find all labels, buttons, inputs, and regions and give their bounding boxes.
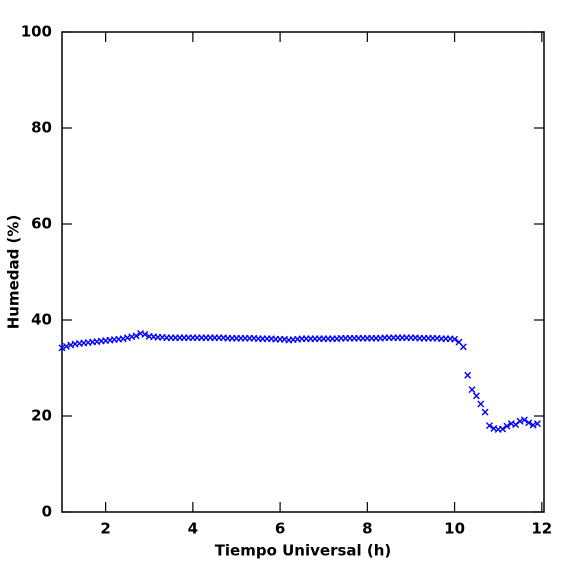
plot-frame — [61, 31, 545, 513]
data-point — [485, 422, 493, 430]
data-point — [132, 332, 140, 340]
x-tick-label: 4 — [188, 520, 198, 538]
y-tick-label: 100 — [21, 23, 52, 41]
y-tick-label: 80 — [31, 119, 52, 137]
x-tick-label: 8 — [362, 520, 372, 538]
data-point — [529, 421, 537, 429]
data-point — [481, 408, 489, 416]
data-point — [516, 417, 524, 425]
data-point — [525, 419, 533, 427]
data-point — [62, 342, 70, 350]
y-tick-label: 20 — [31, 407, 52, 425]
data-point — [468, 386, 476, 394]
x-tick-label: 6 — [275, 520, 285, 538]
data-point — [533, 420, 541, 428]
data-point — [503, 422, 511, 430]
x-tick-label: 2 — [100, 520, 110, 538]
data-point — [464, 371, 472, 379]
data-point — [520, 416, 528, 424]
y-tick-label: 60 — [31, 215, 52, 233]
data-point — [499, 425, 507, 433]
data-point — [472, 392, 480, 400]
data-point — [58, 344, 66, 352]
data-point — [141, 330, 149, 338]
data-point — [512, 421, 520, 429]
y-axis-label: Humedad (%) — [5, 215, 23, 330]
x-axis-label: Tiempo Universal (h) — [215, 542, 392, 560]
data-point — [451, 335, 459, 343]
x-tick-label: 12 — [531, 520, 552, 538]
y-tick-label: 40 — [31, 311, 52, 329]
data-point — [477, 400, 485, 408]
data-point — [459, 343, 467, 351]
x-tick-label: 10 — [444, 520, 465, 538]
y-tick-label: 0 — [42, 503, 52, 521]
